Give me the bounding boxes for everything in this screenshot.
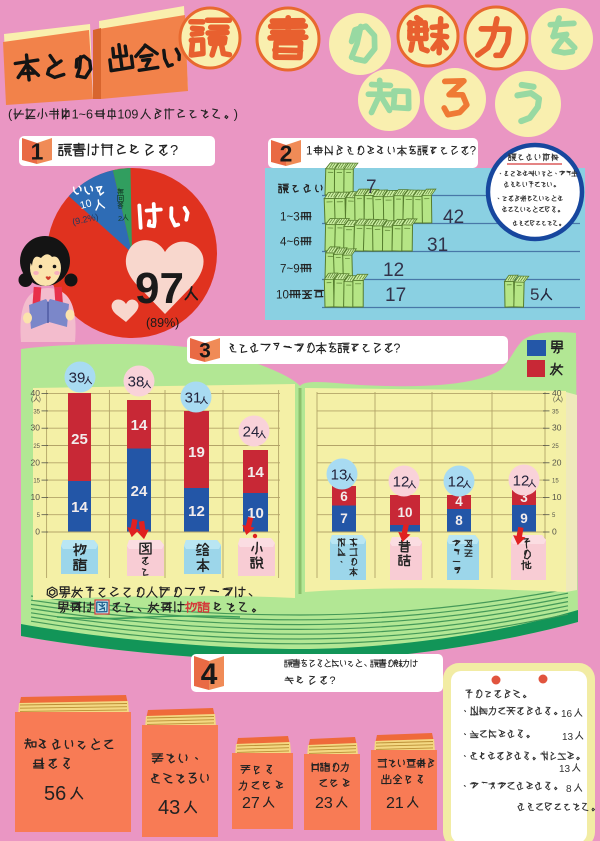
svg-text:6: 6 (340, 489, 348, 504)
svg-text:12: 12 (393, 474, 410, 491)
svg-text:8: 8 (566, 784, 572, 795)
svg-text:14: 14 (247, 464, 264, 481)
svg-text:): ) (39, 396, 41, 403)
svg-text:?: ? (170, 143, 178, 159)
svg-text:15: 15 (552, 479, 559, 485)
svg-text:4~6: 4~6 (280, 236, 300, 249)
svg-text:31: 31 (185, 390, 202, 407)
svg-text:21: 21 (386, 795, 404, 812)
svg-text:7: 7 (340, 511, 348, 526)
svg-text:4: 4 (201, 658, 218, 691)
svg-text:38: 38 (128, 374, 145, 391)
svg-text:1: 1 (31, 138, 44, 164)
svg-text:40: 40 (31, 388, 41, 398)
svg-text:1~6: 1~6 (72, 107, 93, 121)
svg-text:12: 12 (513, 473, 530, 490)
svg-text:109: 109 (117, 107, 138, 121)
svg-text:1: 1 (306, 145, 312, 158)
svg-text:24: 24 (131, 483, 148, 500)
svg-text:42: 42 (443, 207, 464, 228)
svg-text:2: 2 (118, 214, 122, 223)
svg-text:25: 25 (71, 431, 88, 448)
svg-text:27: 27 (242, 795, 260, 812)
svg-text:40: 40 (552, 388, 562, 398)
svg-text:10: 10 (552, 492, 562, 502)
svg-text:2: 2 (280, 140, 293, 166)
svg-text:(: ( (8, 107, 13, 121)
svg-text:30: 30 (552, 423, 562, 433)
svg-text:30: 30 (31, 423, 41, 433)
svg-text:13: 13 (559, 764, 571, 775)
svg-text:17: 17 (385, 285, 406, 306)
svg-text:?: ? (329, 675, 335, 687)
svg-text:16: 16 (561, 709, 573, 720)
svg-text:14: 14 (71, 499, 88, 516)
svg-text:25: 25 (552, 444, 559, 450)
svg-text:35: 35 (552, 409, 559, 415)
svg-text:31: 31 (427, 235, 448, 256)
svg-text:20: 20 (31, 457, 41, 467)
svg-text:4: 4 (455, 494, 463, 509)
svg-text:0: 0 (35, 527, 40, 537)
svg-text:5: 5 (530, 285, 539, 304)
svg-text:19: 19 (188, 444, 205, 461)
svg-text:7~9: 7~9 (280, 263, 300, 276)
svg-text:?: ? (470, 145, 477, 158)
svg-text:56: 56 (44, 783, 66, 805)
svg-text:13: 13 (331, 467, 348, 484)
svg-text:): ) (234, 107, 238, 121)
svg-text:10: 10 (31, 492, 41, 502)
svg-text:(: ( (31, 396, 34, 403)
svg-text:25: 25 (33, 444, 40, 450)
svg-text:9: 9 (520, 511, 528, 526)
svg-text:14: 14 (131, 417, 148, 434)
svg-text:13: 13 (562, 732, 574, 743)
svg-text:(89%): (89%) (146, 316, 179, 330)
svg-text:97: 97 (135, 264, 184, 313)
svg-text:0: 0 (552, 527, 557, 537)
svg-text:39: 39 (69, 370, 86, 387)
svg-text:1~3: 1~3 (280, 211, 300, 224)
svg-text:10: 10 (397, 505, 412, 520)
svg-text:5: 5 (37, 513, 41, 519)
svg-text:7: 7 (366, 177, 377, 198)
svg-text:35: 35 (33, 409, 40, 415)
svg-text:20: 20 (552, 457, 562, 467)
svg-text:): ) (561, 396, 563, 403)
svg-text:3: 3 (520, 490, 528, 505)
svg-text:10: 10 (79, 197, 94, 212)
svg-text:43: 43 (158, 797, 180, 819)
svg-text:(: ( (553, 396, 556, 403)
svg-text:10: 10 (276, 289, 289, 302)
svg-text:12: 12 (188, 503, 205, 520)
svg-text:15: 15 (33, 479, 40, 485)
svg-text:8: 8 (455, 513, 463, 528)
svg-text:3: 3 (199, 340, 211, 363)
svg-text:24: 24 (243, 424, 260, 441)
svg-text:12: 12 (448, 474, 465, 491)
svg-text:5: 5 (552, 513, 556, 519)
svg-text:12: 12 (383, 260, 404, 281)
svg-text:23: 23 (315, 795, 333, 812)
svg-text:?: ? (393, 341, 400, 355)
